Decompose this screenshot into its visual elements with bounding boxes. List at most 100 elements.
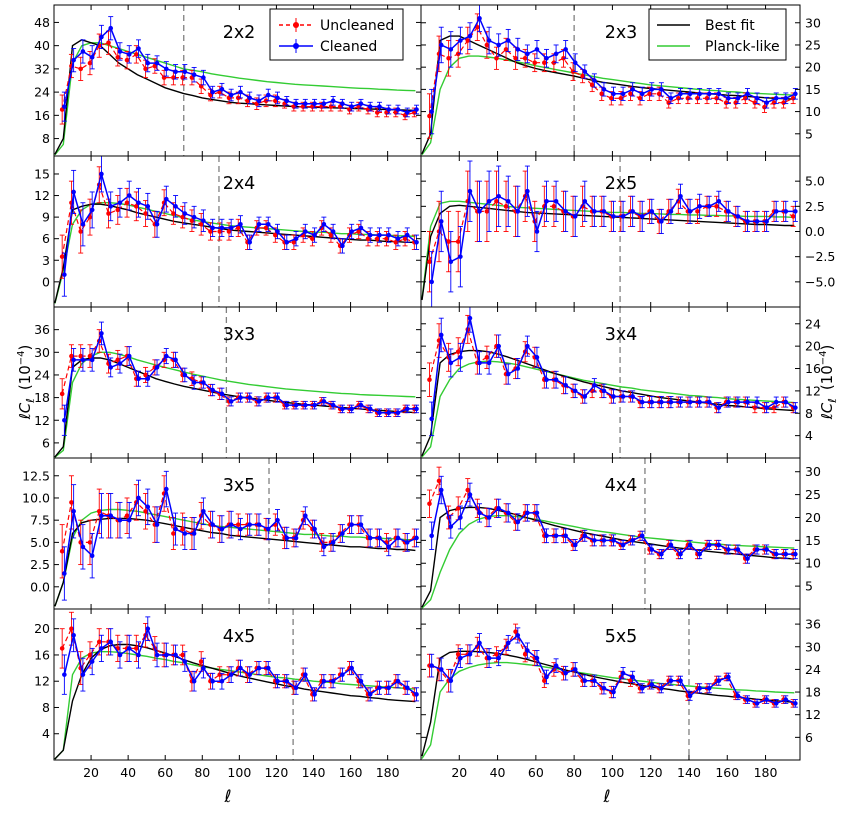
y-axis-label-sub-r: ℓ <box>826 398 839 404</box>
uncleaned-point-4-4 <box>455 506 461 511</box>
cleaned-point-3-3 <box>377 410 382 416</box>
uncleaned-point-4-5 <box>87 652 93 658</box>
uncleaned-point-3-5 <box>96 508 102 514</box>
legend-uncleaned-marker <box>293 22 299 28</box>
cleaned-point-2-5 <box>639 214 645 219</box>
xtick-label-5-5: 40 <box>490 765 506 780</box>
panel-2-5: −5.0 −2.5 0.0 2.5 5.0 2x5 <box>420 155 835 308</box>
cleaned-point-3-5 <box>136 495 141 501</box>
cleaned-point-3-4 <box>706 399 712 405</box>
cleaned-point-5-5 <box>620 670 626 676</box>
cleaned-point-5-5 <box>525 648 530 653</box>
panel-4-4: 5 10 15 20 25 30 4x4 <box>420 457 821 610</box>
plot-area-5-5 <box>421 609 798 760</box>
cleaned-point-2-3 <box>716 91 722 97</box>
xtick-label-5-5: 80 <box>566 765 582 780</box>
cleaned-point-2-2 <box>256 98 262 104</box>
cleaned-point-2-4 <box>265 222 271 227</box>
cleaned-point-5-5 <box>687 693 693 699</box>
cleaned-point-2-2 <box>330 98 336 104</box>
panel-label-2-3: 2x3 <box>605 23 638 43</box>
cleaned-point-4-4 <box>745 556 750 561</box>
xtick-label-4-5: 80 <box>194 765 210 780</box>
cleaned-point-3-4 <box>639 399 645 405</box>
cleaned-point-3-4 <box>582 394 588 399</box>
cleaned-point-3-3 <box>321 399 327 404</box>
cleaned-point-2-5 <box>649 209 655 214</box>
cleaned-point-2-3 <box>620 91 626 97</box>
cleaned-point-2-2 <box>367 104 373 109</box>
cleaned-point-3-3 <box>126 353 132 359</box>
cleaned-point-3-3 <box>395 410 401 416</box>
cleaned-point-5-5 <box>754 701 760 706</box>
cleaned-point-5-5 <box>582 678 588 684</box>
ytick-label-3-3: 18 <box>34 390 50 405</box>
cleaned-point-2-4 <box>349 229 354 234</box>
ytick-label-4-4: 5 <box>805 579 813 594</box>
uncleaned-point-2-4 <box>328 232 334 238</box>
uncleaned-point-4-5 <box>96 639 102 645</box>
cleaned-point-2-3 <box>438 42 444 48</box>
cleaned-point-4-4 <box>639 533 645 539</box>
cleaned-point-2-2 <box>154 60 160 66</box>
cleaned-point-3-4 <box>544 377 549 383</box>
uncleaned-point-2-3 <box>790 95 796 101</box>
cleaned-point-2-4 <box>136 200 141 206</box>
ytick-label-2-3: 20 <box>805 60 821 75</box>
cleaned-point-2-5 <box>486 199 492 204</box>
uncleaned-point-2-3 <box>542 60 547 66</box>
y-axis-label-exp: −4 <box>16 350 27 365</box>
cleaned-point-2-5 <box>630 209 635 214</box>
ytick-label-4-5: 4 <box>42 726 50 741</box>
cleaned-point-3-5 <box>219 526 225 532</box>
ytick-label-3-4: 12 <box>805 383 821 398</box>
cleaned-point-2-3 <box>515 47 521 52</box>
planck-curve-3-3 <box>54 351 416 458</box>
cleaned-point-2-3 <box>697 91 702 97</box>
cleaned-point-3-3 <box>80 357 86 363</box>
cleaned-point-2-5 <box>438 219 444 224</box>
cleaned-point-3-3 <box>404 406 410 412</box>
cleaned-point-2-2 <box>358 101 364 107</box>
cleaned-point-4-4 <box>544 533 549 539</box>
planck-curve-2-5 <box>421 200 795 299</box>
cleaned-point-2-2 <box>145 60 151 66</box>
cleaned-point-2-5 <box>735 214 741 219</box>
uncleaned-point-2-4 <box>134 204 139 209</box>
uncleaned-point-2-3 <box>580 73 585 79</box>
ytick-label-5-5: 36 <box>805 617 821 632</box>
cleaned-point-2-5 <box>687 209 693 214</box>
planck-curve-4-5 <box>54 651 416 760</box>
cleaned-point-2-5 <box>544 199 549 204</box>
uncleaned-point-2-4 <box>291 239 297 245</box>
ytick-label-2-4: 0 <box>42 274 50 289</box>
cleaned-point-2-4 <box>395 236 401 241</box>
ytick-label-4-4: 25 <box>805 487 821 502</box>
cleaned-point-3-4 <box>659 399 664 405</box>
cleaned-point-2-4 <box>367 232 373 238</box>
uncleaned-point-2-3 <box>446 55 451 61</box>
cleaned-point-2-2 <box>386 107 392 112</box>
cleaned-point-4-4 <box>649 547 655 552</box>
cleaned-point-2-2 <box>210 89 215 95</box>
cleaned-point-3-4 <box>611 394 616 399</box>
uncleaned-point-5-5 <box>513 629 518 634</box>
xtick-label-4-5: 160 <box>339 765 363 780</box>
plot-area-2-4 <box>54 156 420 307</box>
uncleaned-point-4-5 <box>69 626 74 631</box>
cleaned-point-2-3 <box>467 33 473 39</box>
panel-4-5: 4 8 12 16 20 20 40 60 80 100 120 140 160 180 4x5 <box>34 608 422 780</box>
legend-right: Best fit Planck-like <box>648 8 787 61</box>
cleaned-point-5-5 <box>706 685 712 691</box>
cleaned-point-2-2 <box>219 86 225 92</box>
legend-cleaned-marker <box>293 43 299 49</box>
ytick-label-2-3: 10 <box>805 104 821 119</box>
uncleaned-point-2-4 <box>384 236 389 241</box>
uncleaned-point-2-4 <box>217 229 223 234</box>
cleaned-point-3-5 <box>377 535 382 541</box>
cleaned-point-2-3 <box>726 95 731 101</box>
xtick-label-5-5: 120 <box>639 765 663 780</box>
cleaned-point-3-4 <box>525 343 530 349</box>
cleaned-point-3-4 <box>438 332 444 338</box>
cleaned-point-2-5 <box>572 214 578 219</box>
